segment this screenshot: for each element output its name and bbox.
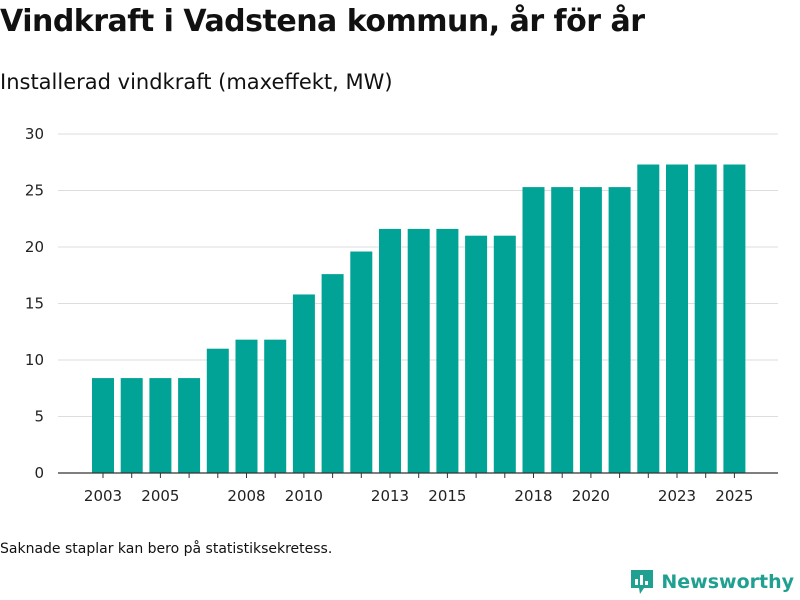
- bar-2010: [292, 294, 315, 473]
- x-tick-label: 2020: [572, 487, 610, 505]
- y-axis-ticks: 0 5 10 15 20 25 30: [25, 125, 44, 482]
- y-tick-label: 15: [25, 295, 44, 313]
- x-tick-label: 2025: [715, 487, 753, 505]
- bar-2003: [92, 378, 114, 473]
- x-tick-label: 2015: [428, 487, 466, 505]
- bars: [92, 164, 746, 474]
- bar-2005: [149, 378, 172, 473]
- newsworthy-logo-icon: [631, 570, 654, 594]
- chart-subtitle: Installerad vindkraft (maxeffekt, MW): [0, 70, 393, 94]
- x-tick-label: 2018: [514, 487, 552, 505]
- bar-2024: [694, 164, 717, 473]
- brand-name: Newsworthy: [661, 571, 794, 593]
- bar-2008: [235, 339, 258, 473]
- bar-2022: [637, 164, 660, 473]
- bar-2013: [379, 228, 401, 473]
- bar-2015: [436, 228, 459, 473]
- x-tick-label: 2023: [658, 487, 696, 505]
- bar-2014: [407, 228, 430, 473]
- bar-2004: [120, 378, 143, 473]
- bar-2017: [493, 235, 516, 473]
- y-tick-label: 5: [34, 408, 44, 426]
- bar-2018: [522, 187, 545, 474]
- x-tick-label: 2010: [285, 487, 323, 505]
- x-axis: 2003 2005 2008 2010 2013 2015 2018 2020 2023 2025: [58, 472, 778, 505]
- bar-2007: [206, 348, 229, 473]
- y-tick-label: 30: [25, 125, 44, 143]
- x-tick-label: 2005: [141, 487, 179, 505]
- bar-2012: [350, 251, 373, 473]
- chart-title: Vindkraft i Vadstena kommun, år för år: [0, 4, 645, 39]
- x-tick-label: 2013: [371, 487, 409, 505]
- bar-2020: [579, 187, 602, 474]
- bar-2019: [551, 187, 574, 474]
- bar-2025: [723, 164, 746, 473]
- bar-2009: [264, 339, 287, 473]
- bar-2023: [666, 164, 688, 473]
- y-tick-label: 25: [25, 182, 44, 200]
- bar-2016: [465, 235, 488, 473]
- x-tick-label: 2003: [84, 487, 122, 505]
- bar-2021: [608, 187, 631, 474]
- bar-2011: [321, 274, 344, 473]
- brand: Newsworthy: [629, 568, 794, 596]
- x-tick-label: 2008: [227, 487, 265, 505]
- y-tick-label: 20: [25, 238, 44, 256]
- y-tick-label: 10: [25, 351, 44, 369]
- bar-2006: [178, 378, 201, 473]
- footnote: Saknade staplar kan bero på statistiksek…: [0, 541, 333, 557]
- y-tick-label: 0: [34, 464, 44, 482]
